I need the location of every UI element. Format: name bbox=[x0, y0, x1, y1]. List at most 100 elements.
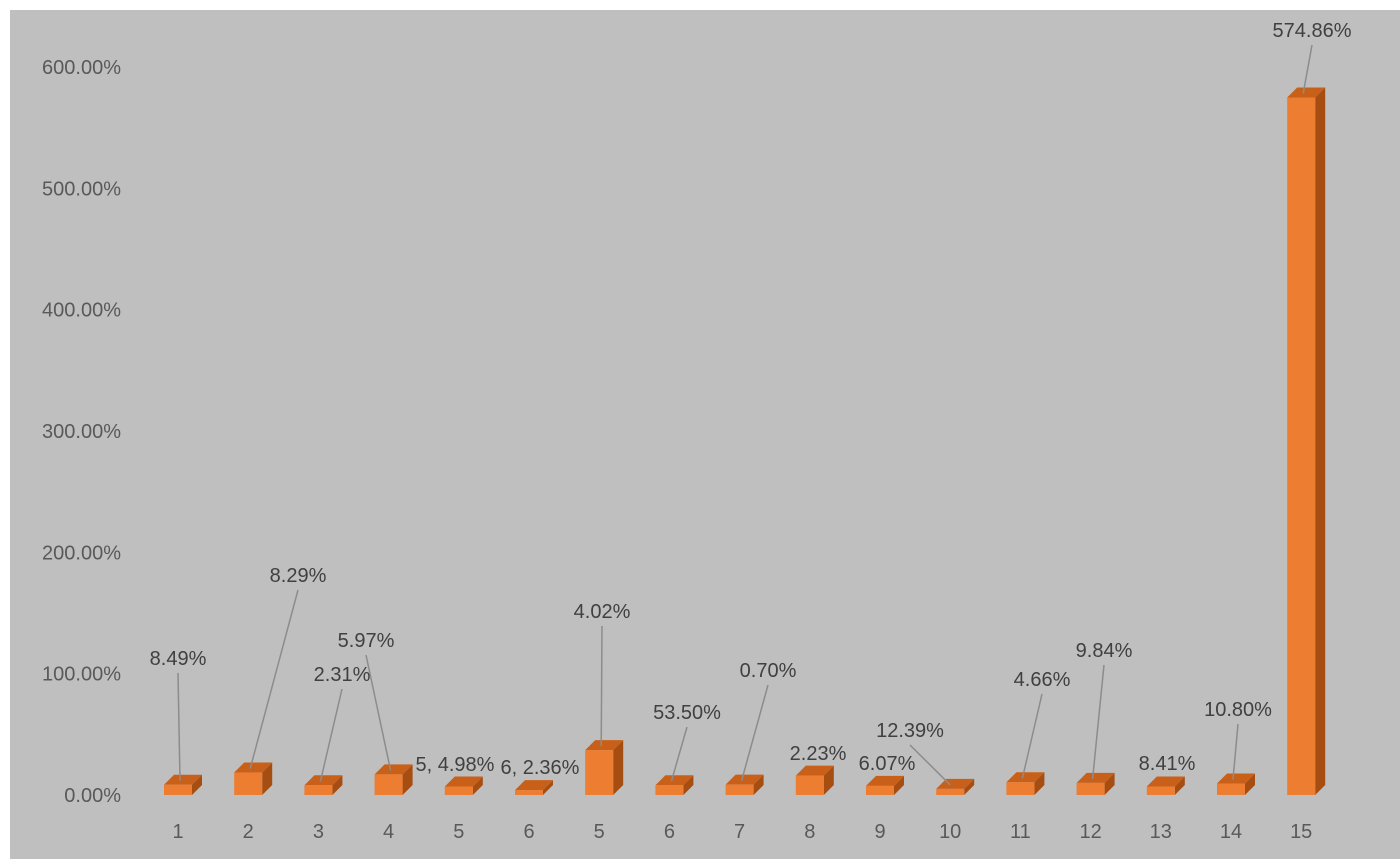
data-label: 6, 2.36% bbox=[501, 757, 580, 779]
bar-top bbox=[1006, 772, 1045, 783]
leader-line bbox=[600, 625, 603, 747]
bar-top bbox=[1217, 773, 1255, 784]
bar-top bbox=[164, 774, 202, 785]
bar bbox=[374, 774, 403, 795]
x-tick-label: 4 bbox=[383, 821, 394, 843]
data-label: 8.41% bbox=[1139, 753, 1196, 775]
bar bbox=[304, 785, 333, 795]
data-label: 8.29% bbox=[270, 565, 327, 587]
bar-side bbox=[1174, 776, 1185, 795]
data-label: 9.84% bbox=[1076, 640, 1133, 662]
leader-line bbox=[365, 654, 392, 771]
bar-side bbox=[472, 776, 483, 795]
y-tick-label: 100.00% bbox=[42, 664, 121, 686]
data-label: 5, 4.98% bbox=[416, 754, 495, 776]
bar bbox=[655, 785, 684, 795]
x-tick-label: 11 bbox=[1010, 821, 1031, 843]
leader-line bbox=[319, 688, 343, 782]
leader-line bbox=[909, 744, 951, 786]
bar-top bbox=[1076, 772, 1115, 783]
bar bbox=[795, 775, 824, 795]
bar-top bbox=[585, 740, 624, 751]
x-tick-label: 9 bbox=[874, 821, 885, 843]
leader-line bbox=[1232, 723, 1239, 780]
x-tick-label: 13 bbox=[1150, 821, 1172, 843]
y-tick-label: 500.00% bbox=[42, 178, 121, 200]
y-tick-label: 400.00% bbox=[42, 300, 121, 322]
data-label: 2.31% bbox=[314, 664, 371, 686]
bar bbox=[1006, 782, 1035, 795]
data-label: 574.86% bbox=[1273, 20, 1352, 42]
bar-side bbox=[1315, 87, 1326, 796]
bar bbox=[1146, 786, 1175, 795]
x-tick-label: 10 bbox=[939, 821, 961, 843]
bar-side bbox=[964, 778, 975, 795]
y-tick-label: 300.00% bbox=[42, 421, 121, 443]
bar-side bbox=[1034, 772, 1045, 795]
data-label: 8.49% bbox=[150, 648, 207, 670]
leader-line bbox=[670, 726, 688, 782]
bar-side bbox=[332, 775, 343, 795]
data-label: 12.39% bbox=[876, 720, 944, 742]
x-tick-label: 3 bbox=[313, 821, 324, 843]
bar-top bbox=[234, 762, 273, 773]
bar-top bbox=[515, 780, 553, 791]
bar bbox=[1217, 783, 1245, 795]
bar-top bbox=[1287, 87, 1326, 98]
bar-side bbox=[823, 765, 834, 795]
bar-top bbox=[1146, 776, 1185, 787]
bar bbox=[1076, 782, 1105, 795]
bar-side bbox=[1104, 772, 1115, 795]
bar bbox=[585, 750, 614, 795]
data-label: 0.70% bbox=[740, 660, 797, 682]
leader-line bbox=[1021, 693, 1043, 779]
x-tick-label: 15 bbox=[1290, 821, 1312, 843]
bar-side bbox=[262, 762, 273, 795]
bar-chart: 0.00% 100.00% 200.00% 300.00% 400.00% 500.00%… bbox=[42, 20, 1352, 843]
leader-line bbox=[1091, 664, 1105, 779]
x-tick-label: 7 bbox=[734, 821, 745, 843]
bar-top bbox=[655, 775, 694, 786]
data-label: 53.50% bbox=[653, 702, 721, 724]
x-tick-label: 1 bbox=[172, 821, 183, 843]
bar-side bbox=[1245, 773, 1255, 795]
leader-line bbox=[249, 589, 299, 769]
bar-top bbox=[795, 765, 834, 776]
x-tick-label: 6 bbox=[664, 821, 675, 843]
x-tick-label: 8 bbox=[804, 821, 815, 843]
leader-line bbox=[177, 672, 181, 781]
bar-side bbox=[894, 775, 904, 795]
x-tick-label: 5 bbox=[594, 821, 605, 843]
y-tick-label: 600.00% bbox=[42, 57, 121, 79]
x-tick-label: 6 bbox=[523, 821, 534, 843]
bar bbox=[1287, 97, 1316, 796]
data-label: 5.97% bbox=[338, 630, 395, 652]
bar-side bbox=[402, 764, 413, 795]
x-tick-label: 14 bbox=[1220, 821, 1242, 843]
bar bbox=[444, 786, 473, 795]
leader-line bbox=[1302, 44, 1313, 94]
data-label: 2.23% bbox=[790, 743, 847, 765]
bar-side bbox=[683, 775, 694, 795]
bar bbox=[234, 772, 263, 795]
data-label: 4.66% bbox=[1014, 669, 1071, 691]
bar-side bbox=[543, 780, 553, 795]
y-tick-label: 200.00% bbox=[42, 542, 121, 564]
bar-side bbox=[753, 774, 764, 795]
data-label: 10.80% bbox=[1204, 699, 1272, 721]
bar bbox=[936, 788, 965, 795]
x-tick-label: 5 bbox=[453, 821, 464, 843]
bar-top bbox=[725, 774, 764, 785]
bar bbox=[164, 784, 192, 795]
bar bbox=[725, 784, 754, 795]
bar-side bbox=[613, 740, 624, 795]
bar bbox=[866, 785, 894, 795]
chart-area: 0.00% 100.00% 200.00% 300.00% 400.00% 500.00%… bbox=[10, 10, 1400, 859]
data-label: 4.02% bbox=[574, 601, 631, 623]
bar-side bbox=[192, 774, 202, 795]
leader-line bbox=[740, 684, 769, 781]
bar bbox=[515, 790, 543, 795]
x-tick-label: 2 bbox=[243, 821, 254, 843]
bar-top bbox=[866, 775, 904, 786]
bar-top bbox=[374, 764, 413, 775]
